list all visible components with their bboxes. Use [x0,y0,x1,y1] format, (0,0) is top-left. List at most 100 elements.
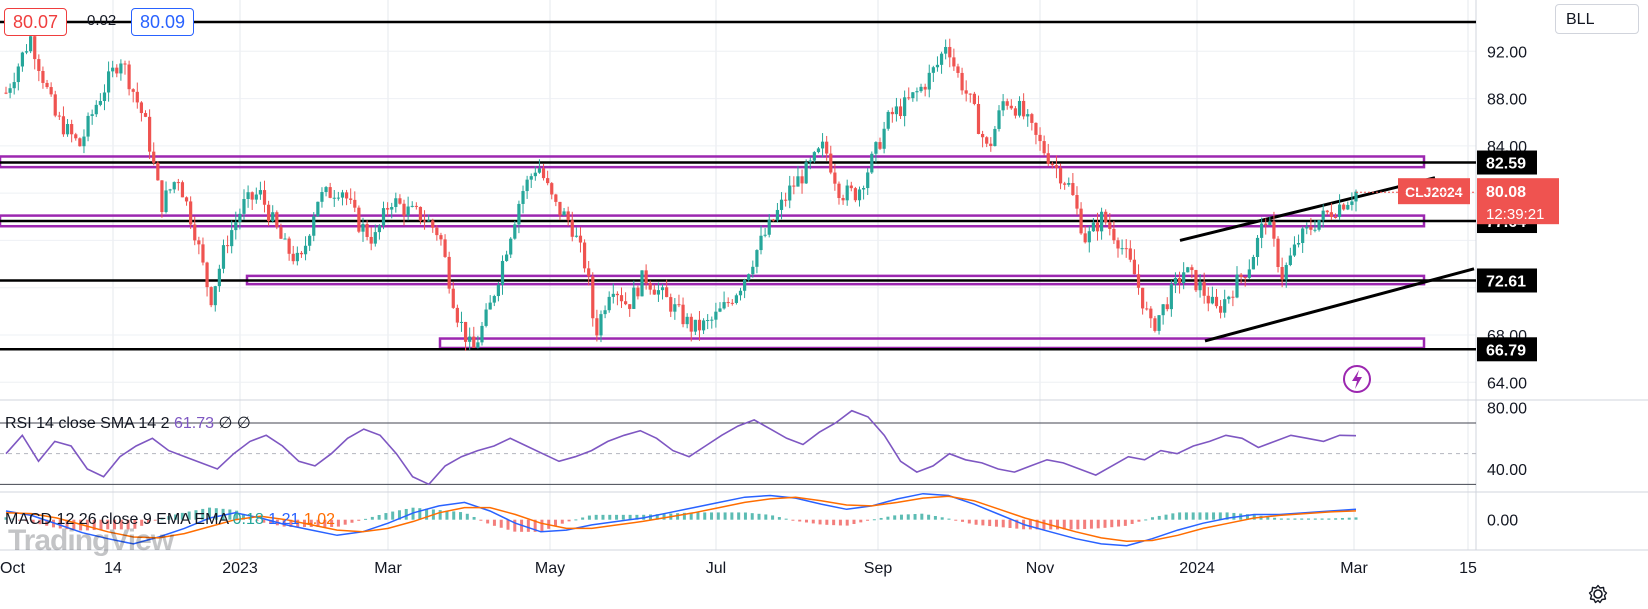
bid-price-box[interactable]: 80.07 [4,8,68,36]
candle-body [386,208,390,210]
candle-body [948,46,952,58]
macd-histogram-bar [771,515,775,520]
candle-body [607,296,611,311]
macd-histogram-bar [1205,512,1209,520]
candle-body [669,297,673,312]
candle-body [915,91,919,93]
macd-histogram-bar [72,519,76,530]
candle-body [279,227,283,239]
macd-histogram-bar [1062,519,1066,530]
candle-body [1030,114,1034,123]
candle-body [816,148,821,153]
symbol-tag[interactable] [1398,178,1470,205]
macd-histogram-bar [1083,519,1087,529]
macd-histogram-bar [940,517,944,520]
candle-body [1165,304,1169,310]
candle-body [221,245,226,269]
candle-body [751,266,755,275]
macd-histogram-bar [1354,517,1358,520]
candle-body [714,311,718,320]
candle-body [189,201,193,225]
macd-histogram-bar [1015,519,1019,529]
candle-body [1001,101,1005,111]
settings-icon[interactable] [1588,584,1608,604]
macd-histogram-bar [777,517,781,520]
price-axis-tick: 88.00 [1487,92,1527,109]
macd-histogram-bar [1171,513,1175,520]
candle-body [468,336,472,342]
candle-body [784,199,788,201]
candle-body [1038,134,1042,142]
candle-body [94,104,98,115]
candle-body [640,270,644,297]
time-axis-tick: Nov [1026,560,1054,577]
macd-histogram-bar [560,519,564,524]
candle-body [566,211,570,221]
ask-price-box[interactable]: 80.09 [131,8,195,36]
candle-body [1296,243,1301,245]
candle-body [57,115,61,117]
macd-histogram-bar [1110,519,1114,528]
macd-histogram-bar [1035,519,1039,530]
key-level-label: 66.79 [1486,342,1526,359]
candle-body [148,116,152,152]
candle-body [33,36,37,60]
candle-body [919,86,923,92]
candle-body [172,182,176,190]
candle-body [65,124,70,135]
key-level-label: 82.59 [1486,156,1526,173]
candle-body [1071,183,1075,196]
macd-histogram-bar [133,519,137,529]
candle-body [665,287,669,298]
macd-histogram-bar [581,517,585,520]
candle-body [944,46,948,54]
candle-body [492,296,496,303]
macd-histogram-bar [988,519,992,527]
macd-histogram-bar [723,512,727,520]
candle-body [849,185,853,189]
candle-body [299,252,304,255]
macd-histogram-bar [350,519,354,523]
candle-body [989,143,993,147]
macd-histogram-bar [805,519,809,523]
candle-body [1034,122,1038,135]
macd-histogram-bar [323,519,327,527]
candle-body [677,304,681,306]
macd-histogram-bar [4,517,8,520]
candle-body [443,239,447,257]
macd-histogram-bar [58,519,62,529]
candle-body [82,136,86,147]
candle-body [1124,248,1128,250]
macd-histogram-bar [282,519,286,527]
macd-histogram-bar [506,519,510,530]
candle-body [939,53,944,65]
candle-body [509,238,513,255]
candle-body [193,224,197,241]
candle-body [12,82,16,89]
candle-body [1346,204,1350,210]
macd-histogram-bar [241,513,245,520]
macd-histogram-bar [296,519,300,527]
candle-body [644,270,648,284]
candle-body [250,192,254,200]
candle-body [513,224,517,239]
symbol-button[interactable]: BLL [1555,4,1639,34]
bar-countdown: 12:39:21 [1486,206,1544,223]
candle-body [373,232,377,244]
macd-histogram-bar [1313,518,1317,520]
candle-body [164,190,168,213]
candle-body [439,235,443,240]
macd-histogram-bar [418,508,422,520]
candle-body [357,207,361,232]
candle-body [184,197,189,202]
candle-body [935,64,940,68]
candle-body [213,286,217,306]
candle-body [480,325,484,343]
candle-body [484,309,488,326]
candle-body [1136,274,1141,288]
candle-body [837,183,841,199]
candle-body [1198,282,1202,291]
macd-histogram-bar [99,519,103,530]
candle-body [86,115,90,137]
